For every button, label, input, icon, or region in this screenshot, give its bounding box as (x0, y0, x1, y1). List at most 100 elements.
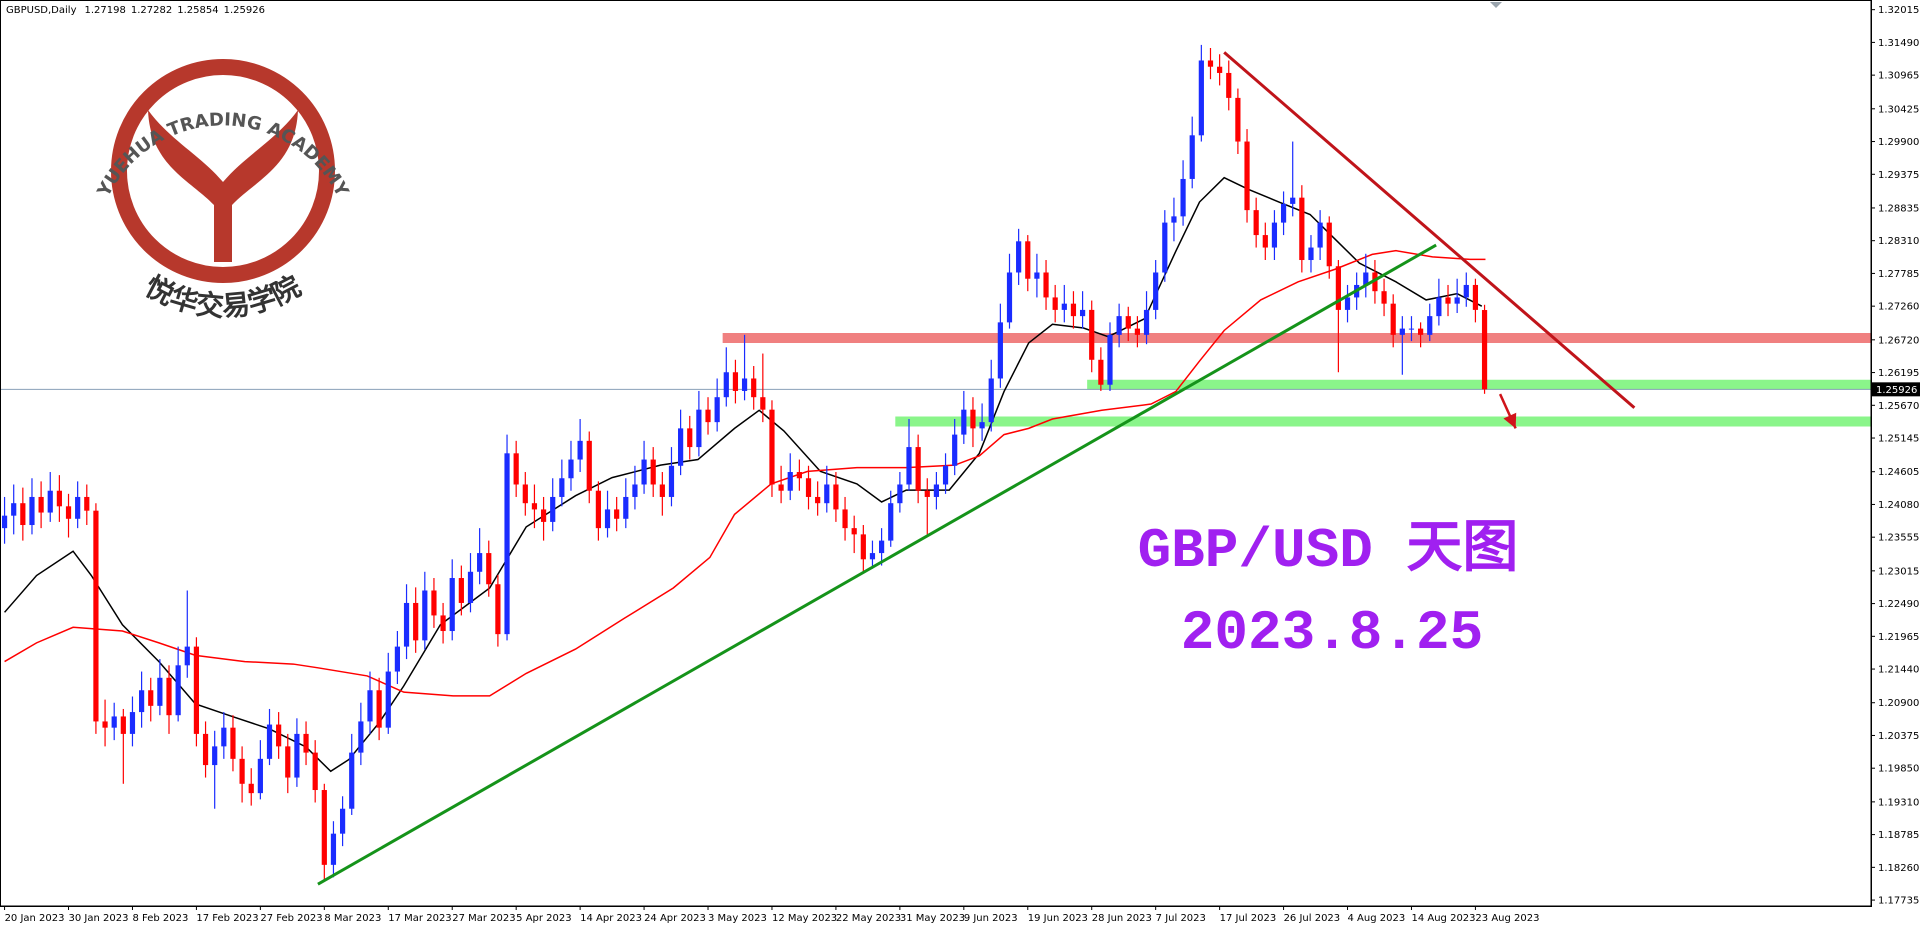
candle-body (668, 465, 675, 497)
candle-body (1198, 60, 1204, 136)
candle-body (1180, 178, 1186, 217)
candle-body (367, 690, 373, 722)
candle-body (604, 509, 611, 529)
x-tick-label: 12 May 2023 (772, 913, 837, 924)
header-close: 1.25926 (224, 5, 265, 16)
candle-body (815, 496, 821, 504)
x-tick-label: 7 Jul 2023 (1156, 913, 1206, 924)
candle-body (979, 422, 985, 429)
candle-body (120, 716, 126, 734)
y-tick-label: 1.26720 (1878, 335, 1919, 346)
y-tick-label: 1.28310 (1878, 236, 1919, 247)
candle-body (1025, 241, 1031, 279)
candle-body (714, 397, 720, 423)
candle-body (1162, 222, 1168, 273)
candle-body (1235, 97, 1241, 142)
candle-body (988, 378, 994, 423)
candle-body (1070, 303, 1077, 317)
candle-body (915, 447, 921, 491)
candle-body (1390, 303, 1396, 335)
candle-body (1317, 222, 1323, 248)
candle-body (303, 733, 309, 753)
moving-average (4, 249, 1486, 697)
candle-body (595, 490, 601, 529)
candle-body (1372, 272, 1378, 292)
candle-body (93, 510, 99, 722)
candle-body (942, 465, 949, 485)
candle-body (632, 484, 638, 497)
candle-body (75, 496, 81, 519)
candle-body (540, 509, 547, 522)
candle-body (467, 571, 474, 603)
symbol: GBPUSD,Daily (6, 5, 77, 16)
candle-body (623, 496, 629, 519)
candle-body (1399, 328, 1405, 335)
candle-body (1299, 197, 1305, 261)
candle-body (760, 397, 766, 410)
candle-body (1089, 309, 1095, 360)
y-tick-label: 1.21965 (1878, 632, 1919, 643)
candle-body (1418, 328, 1424, 335)
candle-body (1472, 284, 1479, 310)
annotation: GBP/USD 天图 (1138, 519, 1519, 583)
candle-body (1481, 310, 1488, 390)
candle-body (741, 378, 748, 391)
x-tick-label: 22 May 2023 (836, 913, 901, 924)
candle-body (1262, 235, 1268, 248)
candle-body (184, 646, 190, 666)
header-open: 1.27198 (85, 5, 126, 16)
candle-body (358, 721, 364, 753)
price-label: 1.25926 (1876, 385, 1917, 396)
x-tick-label: 14 Apr 2023 (580, 913, 642, 924)
candle-body (577, 440, 583, 460)
y-tick-label: 1.23555 (1878, 533, 1919, 544)
candle-body (1308, 247, 1314, 261)
candle-body (878, 540, 885, 554)
candle-body (1445, 297, 1451, 304)
x-tick-label: 31 May 2023 (900, 913, 965, 924)
y-tick-label: 1.20375 (1878, 731, 1919, 742)
y-tick-label: 1.32015 (1878, 5, 1919, 16)
candle-body (321, 790, 327, 865)
candle-body (997, 322, 1003, 379)
y-tick-label: 1.25670 (1878, 401, 1919, 412)
candle-body (157, 677, 163, 706)
candle-body (102, 721, 108, 728)
x-tick-label: 27 Mar 2023 (452, 913, 515, 924)
candle-body (349, 752, 355, 809)
y-tick-label: 1.26195 (1878, 368, 1919, 379)
candle-body (1326, 222, 1332, 267)
y-tick-label: 1.24605 (1878, 467, 1919, 478)
x-tick-label: 5 Apr 2023 (516, 913, 571, 924)
x-tick-label: 17 Jul 2023 (1220, 913, 1277, 924)
y-tick-label: 1.17735 (1878, 896, 1919, 907)
x-tick-label: 24 Apr 2023 (644, 913, 706, 924)
candle-body (47, 490, 53, 513)
candle-body (276, 724, 282, 747)
candle-body (376, 690, 382, 728)
candle-body (1244, 141, 1250, 211)
candle-body (696, 409, 702, 448)
candle-body (403, 602, 410, 647)
candle-body (221, 727, 227, 747)
candle-body (1134, 328, 1140, 335)
candle-body (1116, 316, 1122, 335)
candle-body (257, 758, 263, 794)
candle-body (559, 478, 565, 497)
candle-body (1052, 297, 1058, 310)
candle-body (1363, 272, 1369, 285)
candle-body (1171, 216, 1177, 223)
y-tick-label: 1.24080 (1878, 500, 1919, 511)
candle-body (20, 503, 26, 526)
y-tick-label: 1.31490 (1878, 38, 1919, 49)
header: GBPUSD,Daily 1.27198 1.27282 1.25854 1.25926 (6, 5, 265, 16)
candle-body (1290, 197, 1296, 204)
y-tick-label: 1.20900 (1878, 698, 1919, 709)
candle-body (56, 490, 62, 507)
candle-body (193, 646, 200, 734)
candle-body (504, 453, 510, 635)
candle-body (732, 372, 739, 391)
candle-body (11, 503, 17, 516)
scroll-marker (1490, 2, 1502, 8)
y-tick-label: 1.30965 (1878, 71, 1919, 82)
